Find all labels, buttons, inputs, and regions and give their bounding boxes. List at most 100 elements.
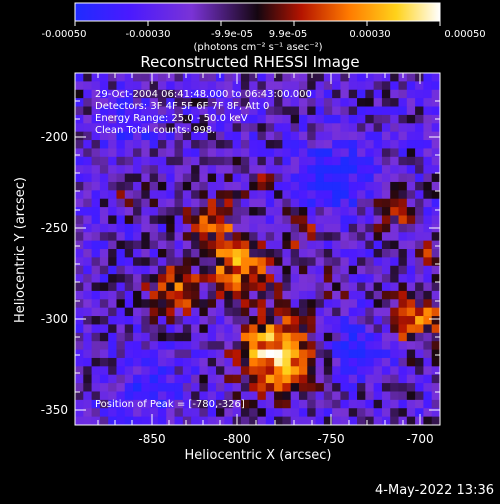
heatmap-cell: [274, 173, 283, 183]
heatmap-cell: [133, 391, 142, 401]
heatmap-cell: [157, 316, 167, 325]
heatmap-cell: [298, 148, 308, 158]
heatmap-cell: [340, 408, 350, 418]
heatmap-cell: [232, 290, 242, 300]
heatmap-cell: [207, 391, 217, 401]
heatmap-cell: [199, 207, 209, 216]
heatmap-cell: [108, 416, 117, 426]
heatmap-cell: [381, 290, 391, 300]
heatmap-cell: [282, 232, 292, 242]
heatmap-cell: [116, 173, 126, 183]
heatmap-cell: [166, 290, 175, 300]
heatmap-cell: [207, 81, 217, 91]
heatmap-cell: [224, 257, 234, 267]
heatmap-cell: [373, 106, 383, 116]
heatmap-cell: [249, 156, 258, 166]
heatmap-cell: [191, 265, 200, 275]
heatmap-cell: [116, 223, 126, 233]
heatmap-cell: [373, 374, 383, 384]
heatmap-cell: [83, 190, 92, 200]
heatmap-cell: [207, 341, 217, 350]
heatmap-cell: [75, 399, 84, 409]
heatmap-cell: [307, 290, 316, 300]
heatmap-cell: [282, 307, 292, 317]
heatmap-cell: [381, 207, 391, 216]
colorbar-ticks: [74, 21, 441, 26]
heatmap-cell: [323, 215, 333, 225]
heatmap-cell: [274, 190, 283, 200]
heatmap-cell: [307, 207, 316, 216]
heatmap-cell: [257, 98, 267, 107]
heatmap-cell: [75, 215, 84, 225]
heatmap-cell: [415, 257, 424, 267]
heatmap-cell: [332, 123, 341, 133]
heatmap-cell: [332, 207, 341, 216]
heatmap-cell: [323, 391, 333, 401]
heatmap-cell: [91, 249, 101, 258]
heatmap-cell: [216, 324, 225, 334]
heatmap-cell: [423, 190, 433, 200]
heatmap-cell: [398, 165, 408, 174]
axis-ticks: [75, 73, 440, 425]
heatmap-cell: [91, 114, 101, 124]
heatmap-cell: [141, 341, 151, 350]
heatmap-cell: [415, 307, 424, 317]
heatmap-cell: [415, 81, 424, 91]
heatmap-cell: [315, 332, 325, 342]
heatmap-cell: [232, 181, 242, 191]
heatmap-cell: [431, 148, 441, 158]
heatmap-cell: [315, 198, 325, 208]
heatmap-cell: [174, 265, 184, 275]
heatmap-cell: [124, 316, 134, 325]
heatmap-cell: [290, 81, 300, 91]
heatmap-cell: [431, 399, 441, 409]
heatmap-cell: [298, 215, 308, 225]
heatmap-cell: [191, 408, 200, 418]
heatmap-cell: [274, 181, 283, 191]
heatmap-cell: [257, 106, 267, 116]
heatmap-cell: [315, 257, 325, 267]
heatmap-cell: [224, 274, 234, 283]
heatmap-cell: [91, 98, 101, 107]
heatmap-cell: [116, 341, 126, 350]
heatmap-cell: [348, 391, 358, 401]
heatmap-cell: [240, 324, 250, 334]
heatmap-cell: [381, 123, 391, 133]
heatmap-cell: [141, 123, 151, 133]
heatmap-cell: [191, 215, 200, 225]
heatmap-cell: [406, 89, 416, 99]
heatmap-cell: [99, 341, 109, 350]
heatmap-cell: [282, 257, 292, 267]
heatmap-cell: [431, 299, 441, 309]
heatmap-cell: [257, 416, 267, 426]
heatmap-cell: [415, 282, 424, 292]
heatmap-cell: [182, 131, 192, 141]
heatmap-cell: [191, 257, 200, 267]
heatmap-cell: [199, 198, 209, 208]
heatmap-cell: [174, 332, 184, 342]
heatmap-cell: [348, 383, 358, 392]
heatmap-cell: [348, 181, 358, 191]
heatmap-cell: [191, 223, 200, 233]
heatmap-cell: [315, 148, 325, 158]
heatmap-cell: [381, 198, 391, 208]
heatmap-cell: [282, 383, 292, 392]
heatmap-cell: [232, 140, 242, 149]
heatmap-cell: [423, 332, 433, 342]
heatmap-cell: [373, 223, 383, 233]
heatmap-cell: [431, 349, 441, 359]
heatmap-cell: [257, 357, 267, 367]
heatmap-cell: [431, 215, 441, 225]
heatmap-cell: [406, 73, 416, 82]
heatmap-cell: [348, 307, 358, 317]
heatmap-cell: [357, 131, 366, 141]
heatmap-cell: [157, 290, 167, 300]
heatmap-cell: [224, 307, 234, 317]
heatmap-cell: [415, 106, 424, 116]
heatmap-cell: [315, 98, 325, 107]
heatmap-cell: [149, 106, 159, 116]
heatmap-cell: [365, 282, 375, 292]
heatmap-cell: [216, 341, 225, 350]
heatmap-cell: [282, 215, 292, 225]
heatmap-cell: [157, 416, 167, 426]
